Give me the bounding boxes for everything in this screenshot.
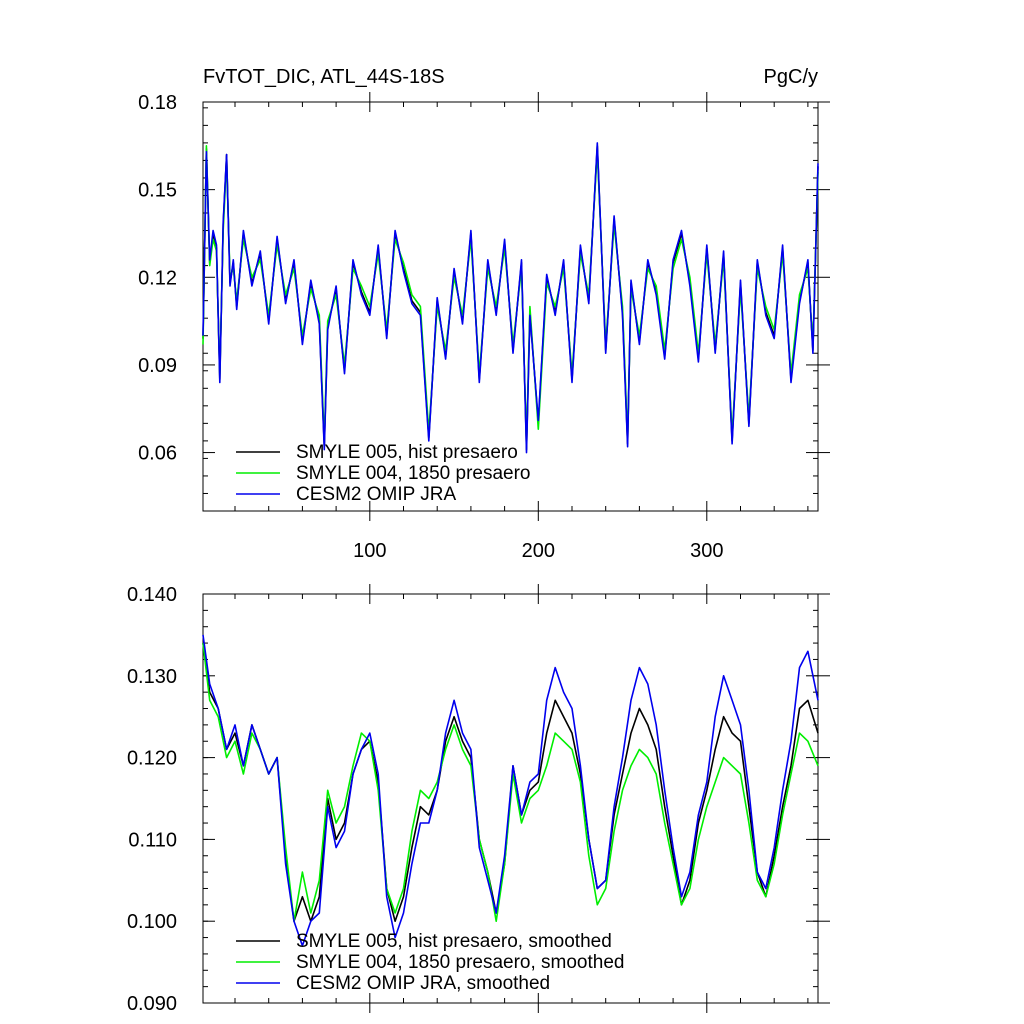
legend-label: SMYLE 005, hist presaero (296, 442, 518, 463)
legend-label: SMYLE 004, 1850 presaero, smoothed (296, 952, 624, 973)
series-line (202, 643, 819, 923)
x-tick-label: 300 (690, 540, 723, 562)
chart-title: FvTOT_DIC, ATL_44S-18S (203, 66, 445, 88)
plot-frame (202, 593, 819, 1004)
series-line (202, 142, 819, 454)
legend-label: SMYLE 004, 1850 presaero (296, 463, 531, 484)
top-panel: 100 200 300 0.06 0.09 0.12 0.15 0.18 SMYLE 005, … (138, 92, 830, 562)
x-tick-label: 200 (522, 540, 555, 562)
y-tick-label: 0.06 (138, 443, 177, 465)
legend-label: CESM2 OMIP JRA (296, 484, 456, 505)
y-tick-label: 0.090 (127, 993, 177, 1015)
chart-units: PgC/y (764, 66, 818, 88)
bottom-panel: 0.090 0.100 0.110 0.120 0.130 0.140 SMYLE 005,… (127, 584, 830, 1015)
y-tick-label: 0.18 (138, 92, 177, 114)
y-tick-label: 0.120 (127, 748, 177, 770)
y-tick-label: 0.15 (138, 180, 177, 202)
legend-label: SMYLE 005, hist presaero, smoothed (296, 931, 612, 952)
y-tick-label: 0.140 (127, 584, 177, 606)
y-tick-label: 0.09 (138, 355, 177, 377)
legend-label: CESM2 OMIP JRA, smoothed (296, 973, 550, 994)
series-line (202, 642, 819, 923)
y-tick-label: 0.110 (128, 829, 177, 851)
y-tick-label: 0.12 (138, 267, 177, 289)
series-line (202, 634, 819, 947)
x-tick-label: 100 (353, 540, 386, 562)
y-tick-label: 0.100 (127, 911, 177, 933)
y-tick-label: 0.130 (127, 666, 177, 688)
